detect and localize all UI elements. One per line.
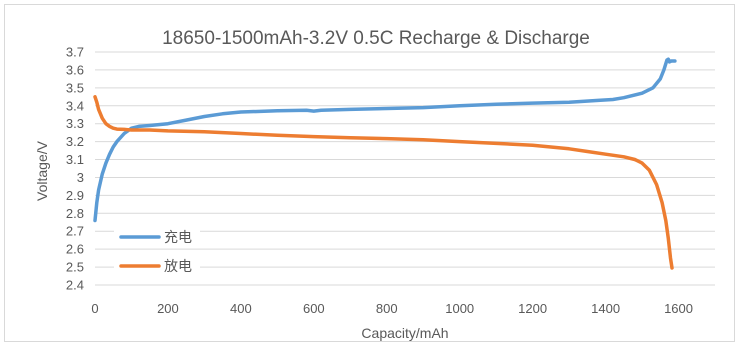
y-tick-label: 3.6 xyxy=(66,62,84,77)
y-axis-label: Voltage/V xyxy=(34,140,50,201)
y-tick-label: 3.7 xyxy=(66,45,84,60)
chart-frame xyxy=(4,4,735,342)
series-line-discharge xyxy=(93,95,674,270)
y-tick-label: 3.3 xyxy=(66,116,84,131)
x-tick-label: 1600 xyxy=(664,301,693,316)
x-tick-label: 1200 xyxy=(518,301,547,316)
y-axis-ticks: 2.4 2.5 2.6 2.7 2.8 2.9 3 3.1 3.2 3.3 3.4 3.5 3.6 3.7 xyxy=(66,45,84,293)
y-tick-label: 2.4 xyxy=(66,278,84,293)
x-tick-label: 1400 xyxy=(591,301,620,316)
chart-title: 18650-1500mAh-3.2V 0.5C Recharge & Disch… xyxy=(162,28,590,49)
series-layer xyxy=(93,57,677,270)
x-axis-ticks: 0 200 400 600 800 1000 1200 1400 1600 xyxy=(91,301,693,316)
y-tick-label: 2.9 xyxy=(66,188,84,203)
x-tick-label: 400 xyxy=(230,301,252,316)
y-tick-label: 2.6 xyxy=(66,242,84,257)
legend-label: 放电 xyxy=(164,259,192,275)
x-tick-label: 1000 xyxy=(445,301,474,316)
y-tick-label: 3.4 xyxy=(66,98,84,113)
y-tick-label: 2.5 xyxy=(66,260,84,275)
y-tick-label: 3.5 xyxy=(66,80,84,95)
y-tick-label: 2.8 xyxy=(66,206,84,221)
legend-label: 充电 xyxy=(164,230,192,246)
series-line-charge xyxy=(93,57,677,223)
y-tick-label: 2.7 xyxy=(66,224,84,239)
y-tick-label: 3.2 xyxy=(66,134,84,149)
x-tick-label: 600 xyxy=(303,301,325,316)
x-tick-label: 800 xyxy=(376,301,398,316)
y-tick-label: 3 xyxy=(77,170,84,185)
x-tick-label: 0 xyxy=(91,301,98,316)
y-tick-label: 3.1 xyxy=(66,152,84,167)
x-tick-label: 200 xyxy=(157,301,179,316)
grid-layer xyxy=(95,51,715,268)
x-axis-label: Capacity/mAh xyxy=(361,325,448,341)
